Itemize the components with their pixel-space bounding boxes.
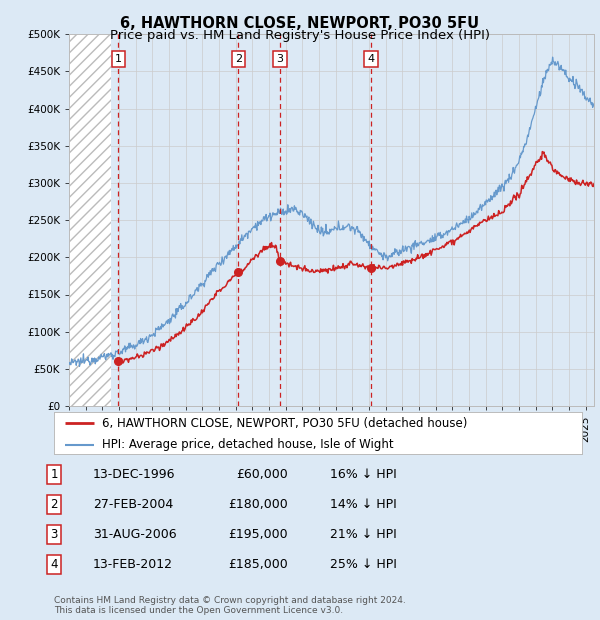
Text: 2: 2 bbox=[235, 54, 242, 64]
Text: 6, HAWTHORN CLOSE, NEWPORT, PO30 5FU (detached house): 6, HAWTHORN CLOSE, NEWPORT, PO30 5FU (de… bbox=[101, 417, 467, 430]
Text: 4: 4 bbox=[367, 54, 374, 64]
Text: 14% ↓ HPI: 14% ↓ HPI bbox=[330, 498, 397, 511]
Text: 21% ↓ HPI: 21% ↓ HPI bbox=[330, 528, 397, 541]
Text: 3: 3 bbox=[50, 528, 58, 541]
Text: 3: 3 bbox=[277, 54, 284, 64]
Text: 1: 1 bbox=[50, 469, 58, 481]
Text: 6, HAWTHORN CLOSE, NEWPORT, PO30 5FU: 6, HAWTHORN CLOSE, NEWPORT, PO30 5FU bbox=[121, 16, 479, 30]
Text: 13-DEC-1996: 13-DEC-1996 bbox=[93, 469, 176, 481]
Text: Price paid vs. HM Land Registry's House Price Index (HPI): Price paid vs. HM Land Registry's House … bbox=[110, 29, 490, 42]
Text: 13-FEB-2012: 13-FEB-2012 bbox=[93, 558, 173, 570]
Text: 27-FEB-2004: 27-FEB-2004 bbox=[93, 498, 173, 511]
Text: £185,000: £185,000 bbox=[228, 558, 288, 570]
Bar bbox=[69, 34, 110, 406]
Text: 31-AUG-2006: 31-AUG-2006 bbox=[93, 528, 176, 541]
Text: £195,000: £195,000 bbox=[229, 528, 288, 541]
Text: 16% ↓ HPI: 16% ↓ HPI bbox=[330, 469, 397, 481]
Text: HPI: Average price, detached house, Isle of Wight: HPI: Average price, detached house, Isle… bbox=[101, 438, 393, 451]
Text: £60,000: £60,000 bbox=[236, 469, 288, 481]
Text: £180,000: £180,000 bbox=[228, 498, 288, 511]
Text: 1: 1 bbox=[115, 54, 122, 64]
Text: 4: 4 bbox=[50, 558, 58, 570]
Text: 25% ↓ HPI: 25% ↓ HPI bbox=[330, 558, 397, 570]
Text: 2: 2 bbox=[50, 498, 58, 511]
Text: Contains HM Land Registry data © Crown copyright and database right 2024.
This d: Contains HM Land Registry data © Crown c… bbox=[54, 596, 406, 615]
